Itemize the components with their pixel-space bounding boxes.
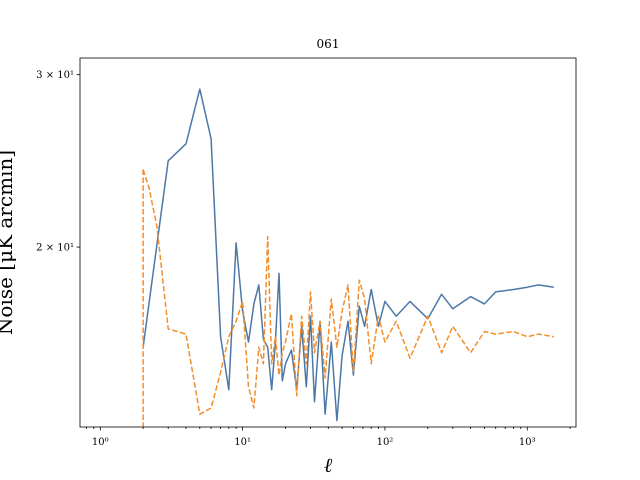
y-axis-label: Noise [μK arcmin] xyxy=(0,150,17,335)
x-axis: 10⁰ 10¹ 10² 10³ xyxy=(86,427,571,448)
chart-title: 061 xyxy=(317,37,340,51)
y-axis: 2 × 10¹ 3 × 10¹ xyxy=(36,70,80,254)
y-tick-label-1: 2 × 10¹ xyxy=(36,243,74,254)
x-tick-label-4: 10³ xyxy=(519,437,536,448)
axes-frame xyxy=(79,57,577,428)
y-tick-label-2: 3 × 10¹ xyxy=(36,70,74,81)
series-layer xyxy=(142,88,554,427)
x-tick-label-1: 10⁰ xyxy=(92,437,109,448)
series-line-2 xyxy=(142,169,554,415)
series-line-1 xyxy=(142,88,554,422)
x-axis-label: ℓ xyxy=(324,453,333,477)
x-tick-label-3: 10² xyxy=(377,437,394,448)
plot-area xyxy=(79,57,577,428)
x-tick-label-2: 10¹ xyxy=(234,437,251,448)
